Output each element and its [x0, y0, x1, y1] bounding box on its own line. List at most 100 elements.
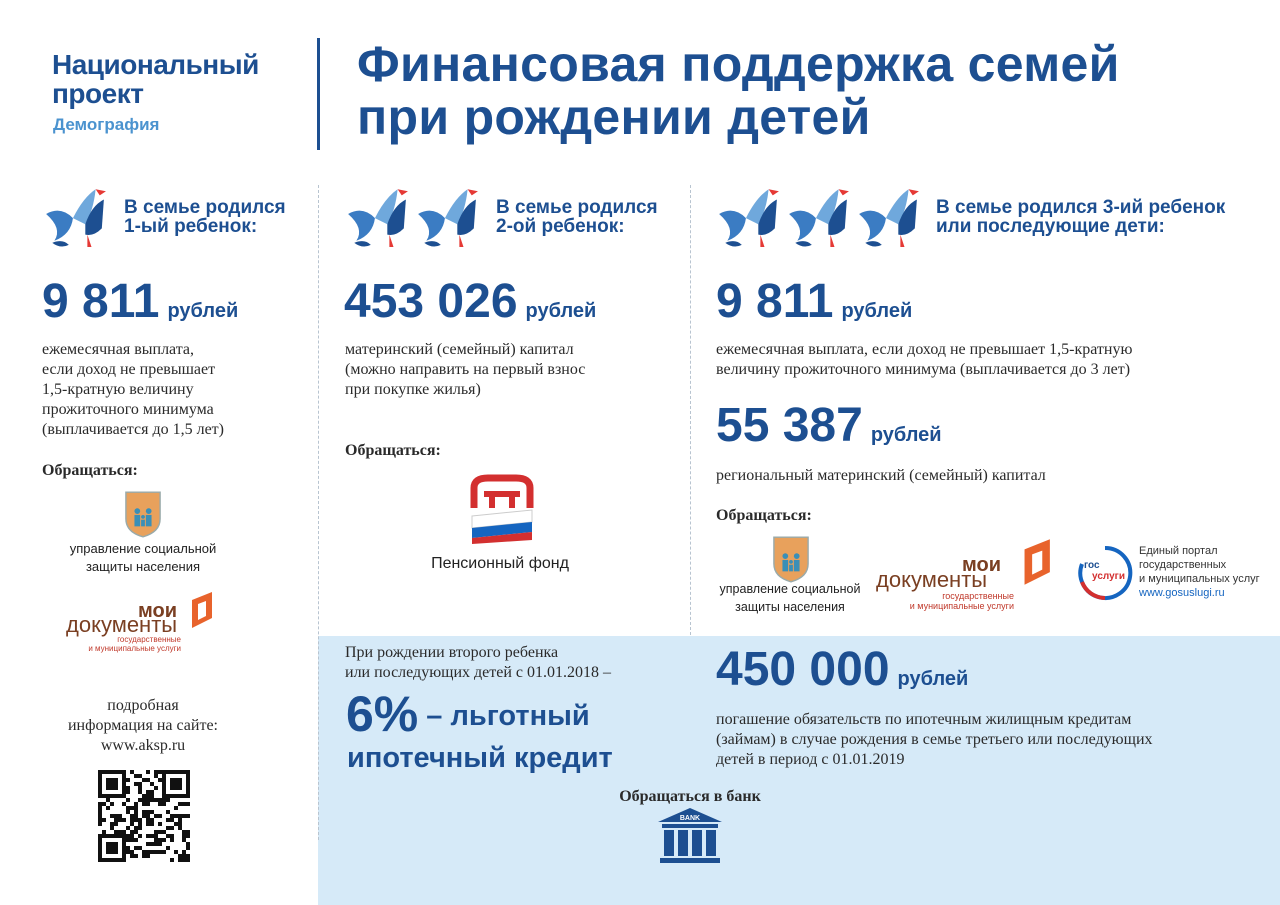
- amount-value: 9 811: [42, 275, 160, 328]
- qr-module: [150, 794, 154, 798]
- amount: 9 811 рублей: [716, 276, 912, 337]
- gosuslugi-site: www.gosuslugi.ru: [1139, 587, 1225, 599]
- qr-module: [138, 846, 142, 850]
- text-line: В семье родился 3-ий ребенок: [936, 197, 1226, 218]
- qr-module: [178, 858, 182, 862]
- qr-module: [114, 846, 118, 850]
- info: подробная информация на сайте: www.aksp.ru: [43, 696, 243, 756]
- mfc-note: государственные и муниципальные услуги: [896, 591, 1014, 611]
- text-line: При рождении второго ребенка: [345, 644, 559, 661]
- qr-module: [146, 790, 150, 794]
- qr-module: [142, 850, 146, 854]
- qr-module: [138, 826, 142, 830]
- qr-module: [138, 798, 142, 802]
- qr-module: [134, 854, 138, 858]
- qr-module: [166, 794, 170, 798]
- qr-module: [150, 850, 154, 854]
- text-line: погашение обязательств по ипотечным жили…: [716, 711, 1132, 728]
- qr-module: [158, 842, 162, 846]
- qr-module: [142, 798, 146, 802]
- qr-module: [154, 814, 158, 818]
- qr-module: [98, 842, 102, 846]
- qr-module: [182, 834, 186, 838]
- qr-module: [138, 782, 142, 786]
- qr-module: [134, 830, 138, 834]
- qr-module: [166, 770, 170, 774]
- qr-module: [154, 786, 158, 790]
- text-line: защиты населения: [735, 600, 845, 614]
- qr-module: [126, 810, 130, 814]
- qr-module: [158, 830, 162, 834]
- amount-unit: рублей: [870, 424, 942, 446]
- qr-module: [110, 794, 114, 798]
- qr-module: [130, 806, 134, 810]
- qr-module: [186, 858, 190, 862]
- qr-module: [186, 794, 190, 798]
- qr-module: [174, 822, 178, 826]
- qr-module: [174, 806, 178, 810]
- qr-module: [118, 834, 122, 838]
- qr-module: [162, 770, 166, 774]
- qr-module: [162, 778, 166, 782]
- text-line: управление социальной: [719, 582, 861, 596]
- agency-name: Пенсионный фонд: [431, 555, 569, 572]
- qr-module: [118, 830, 122, 834]
- qr-module: [138, 818, 142, 822]
- qr-module: [122, 834, 126, 838]
- amount-unit: рублей: [897, 668, 969, 690]
- text-line: государственные: [117, 635, 181, 644]
- qr-module: [150, 842, 154, 846]
- qr-module: [170, 786, 174, 790]
- qr-module: [170, 818, 174, 822]
- qr-module: [130, 854, 134, 858]
- mfc-mark: [192, 592, 212, 628]
- qr-module: [98, 782, 102, 786]
- qr-module: [150, 798, 154, 802]
- qr-module: [174, 782, 178, 786]
- amount-unit: рублей: [167, 300, 239, 322]
- qr-module: [162, 774, 166, 778]
- qr-module: [110, 858, 114, 862]
- qr-module: [150, 790, 154, 794]
- column-heading: В семье родился 3-ий ребенок или последую…: [936, 198, 1225, 236]
- qr-module: [122, 790, 126, 794]
- qr-module: [134, 826, 138, 830]
- regional-amount: 55 387 рублей: [716, 400, 942, 461]
- qr-module: [126, 778, 130, 782]
- text-line: (выплачивается до 1,5 лет): [42, 421, 224, 438]
- qr-module: [98, 834, 102, 838]
- qr-module: [186, 830, 190, 834]
- mfc-logo: мои документы государственные и муниципал…: [66, 590, 226, 654]
- qr-module: [98, 846, 102, 850]
- qr-module: [110, 802, 114, 806]
- qr-module: [122, 786, 126, 790]
- qr-module: [110, 814, 114, 818]
- qr-module: [146, 770, 150, 774]
- qr-module: [114, 786, 118, 790]
- mfc-brand: мои: [962, 554, 1002, 576]
- qr-module: [146, 814, 150, 818]
- qr-module: [122, 838, 126, 842]
- qr-module: [118, 814, 122, 818]
- qr-module: [170, 826, 174, 830]
- qr-module: [102, 794, 106, 798]
- qr-module: [154, 798, 158, 802]
- text-line: ежемесячная выплата,: [42, 341, 195, 358]
- qr-module: [102, 834, 106, 838]
- qr-module: [130, 850, 134, 854]
- qr-module: [142, 854, 146, 858]
- uszn-logo: [125, 491, 161, 538]
- page-title: Финансовая поддержка семей при рождении д…: [357, 38, 1120, 144]
- qr-module: [130, 770, 134, 774]
- qr-module: [170, 778, 174, 782]
- qr-module: [146, 794, 150, 798]
- qr-module: [122, 854, 126, 858]
- qr-module: [98, 818, 102, 822]
- qr-module: [186, 834, 190, 838]
- qr-module: [178, 770, 182, 774]
- qr-module: [150, 818, 154, 822]
- qr-module: [174, 770, 178, 774]
- qr-module: [98, 790, 102, 794]
- amount-value: 453 026: [344, 275, 518, 328]
- qr-module: [158, 822, 162, 826]
